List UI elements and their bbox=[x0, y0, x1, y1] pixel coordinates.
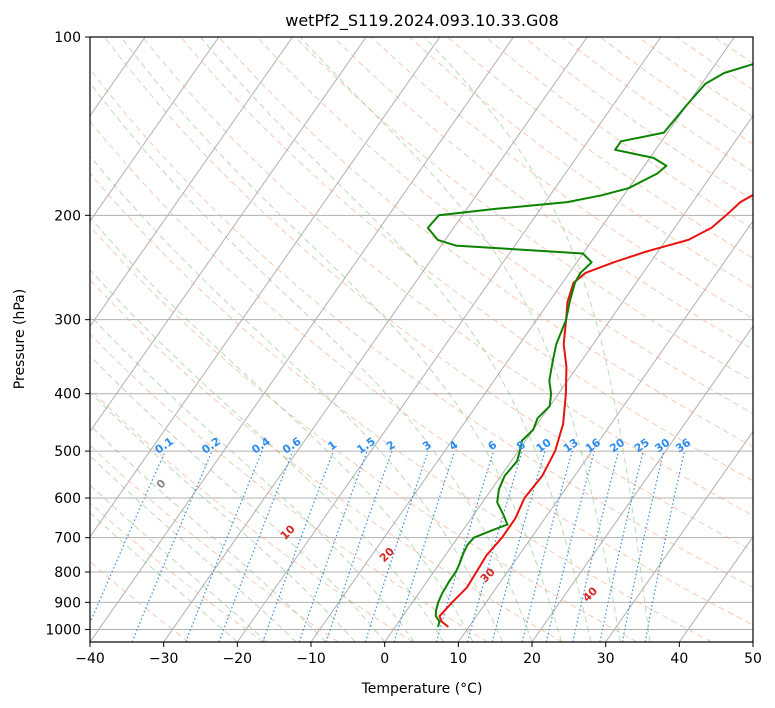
mixing-ratio-line bbox=[325, 450, 393, 642]
dry-adiabat-line bbox=[90, 120, 753, 626]
x-axis: −40 −30 −20 −10 0 10 20 30 40 50 bbox=[75, 642, 762, 667]
mixing-ratio-line bbox=[364, 450, 429, 642]
x-tick-label: 10 bbox=[449, 651, 467, 667]
dry-adiabat-line bbox=[90, 278, 563, 642]
dry-adiabat-line bbox=[90, 502, 264, 642]
y-tick-label: 800 bbox=[54, 565, 81, 581]
mixing-ratio-line bbox=[90, 450, 166, 625]
mixing-ratio-line bbox=[298, 450, 368, 642]
y-tick-label: 700 bbox=[54, 531, 81, 547]
x-tick-label: 0 bbox=[380, 651, 389, 667]
moist-adiabat-line bbox=[90, 216, 474, 642]
moist-adiabat-line bbox=[120, 37, 562, 642]
isotherm-line bbox=[163, 37, 588, 642]
mixing-ratio-line bbox=[466, 450, 523, 642]
dry-adiabat-line bbox=[104, 37, 753, 552]
isotherm-line bbox=[90, 37, 514, 642]
dry-adiabat-line bbox=[294, 37, 753, 382]
y-tick-label: 500 bbox=[54, 444, 81, 460]
y-tick-label: 1000 bbox=[45, 622, 81, 638]
y-tick-label: 600 bbox=[54, 491, 81, 507]
dry-adiabat-line bbox=[256, 37, 753, 415]
moist-adiabat-line bbox=[90, 269, 445, 642]
x-tick-label: −40 bbox=[75, 651, 105, 667]
grid-layer bbox=[90, 37, 753, 642]
x-tick-label: 20 bbox=[523, 651, 541, 667]
dry-adiabat-line bbox=[142, 37, 753, 517]
series-layer bbox=[426, 63, 753, 628]
mixing-ratio-line bbox=[545, 450, 595, 642]
moist-adiabat-line bbox=[90, 81, 533, 642]
moist-adiabat-line bbox=[90, 155, 503, 642]
y-tick-label: 400 bbox=[54, 387, 81, 403]
moist-adiabat-line bbox=[424, 37, 651, 642]
isotherm-line bbox=[678, 535, 753, 642]
mixing-ratio-line bbox=[491, 450, 546, 642]
moist-adiabat-line bbox=[90, 314, 415, 642]
moist-adiabat-line bbox=[90, 354, 386, 642]
y-tick-label: 100 bbox=[54, 30, 81, 46]
moist-adiabat-line bbox=[200, 37, 592, 642]
y-tick-label: 300 bbox=[54, 313, 81, 329]
moist-adiabat-line bbox=[90, 484, 268, 642]
x-tick-label: −30 bbox=[149, 651, 179, 667]
mixing-ratio-line bbox=[599, 450, 644, 642]
moist-adiabat-line bbox=[90, 455, 297, 642]
mixing-ratio-line bbox=[521, 450, 573, 642]
dry-adiabat-line bbox=[90, 333, 488, 642]
dry-adiabat-line bbox=[409, 37, 753, 289]
y-axis-label: Pressure (hPa) bbox=[12, 289, 28, 389]
x-tick-label: 50 bbox=[744, 651, 762, 667]
dry-adiabat-line bbox=[90, 388, 414, 642]
chart-title: wetPf2_S119.2024.093.10.33.G08 bbox=[285, 11, 559, 31]
mixing-ratio-line bbox=[185, 450, 263, 642]
y-tick-label: 900 bbox=[54, 595, 81, 611]
isotherm-line bbox=[90, 37, 220, 222]
background-lines-layer bbox=[90, 37, 753, 642]
isotherm-line bbox=[531, 325, 753, 642]
moist-adiabat-line bbox=[299, 37, 621, 642]
dry-adiabat-line bbox=[90, 172, 712, 642]
isotherm-line bbox=[457, 220, 753, 642]
x-axis-label: Temperature (°C) bbox=[361, 681, 483, 697]
dry-adiabat-line bbox=[90, 225, 638, 642]
mixing-ratio-line bbox=[218, 450, 294, 642]
dewpoint-series-line bbox=[426, 63, 753, 628]
isotherm-line bbox=[90, 37, 293, 328]
isotherm-line bbox=[236, 37, 662, 642]
mixing-ratio-line bbox=[572, 450, 620, 642]
x-tick-label: 40 bbox=[670, 651, 688, 667]
isotherm-line bbox=[384, 114, 753, 642]
moist-adiabat-line bbox=[90, 391, 356, 642]
dry-adiabat-line bbox=[90, 68, 753, 589]
isotherm-line bbox=[310, 37, 735, 642]
isotherm-line bbox=[90, 37, 441, 538]
y-tick-label: 200 bbox=[54, 208, 81, 224]
x-tick-label: 30 bbox=[597, 651, 615, 667]
isotherm-line bbox=[605, 430, 753, 642]
temperature-series-line bbox=[438, 193, 753, 628]
mixing-ratio-line bbox=[393, 450, 456, 642]
moist-adiabat-line bbox=[90, 424, 327, 642]
mixing-ratio-line bbox=[262, 450, 334, 642]
x-tick-label: −20 bbox=[223, 651, 253, 667]
x-tick-label: −10 bbox=[296, 651, 326, 667]
dry-adiabat-line bbox=[218, 37, 753, 448]
plot-frame bbox=[89, 36, 754, 643]
isotherm-line bbox=[90, 37, 367, 433]
mixing-ratio-line bbox=[131, 450, 213, 642]
y-axis: 100 200 300 400 500 600 700 800 900 1000 bbox=[45, 30, 90, 638]
